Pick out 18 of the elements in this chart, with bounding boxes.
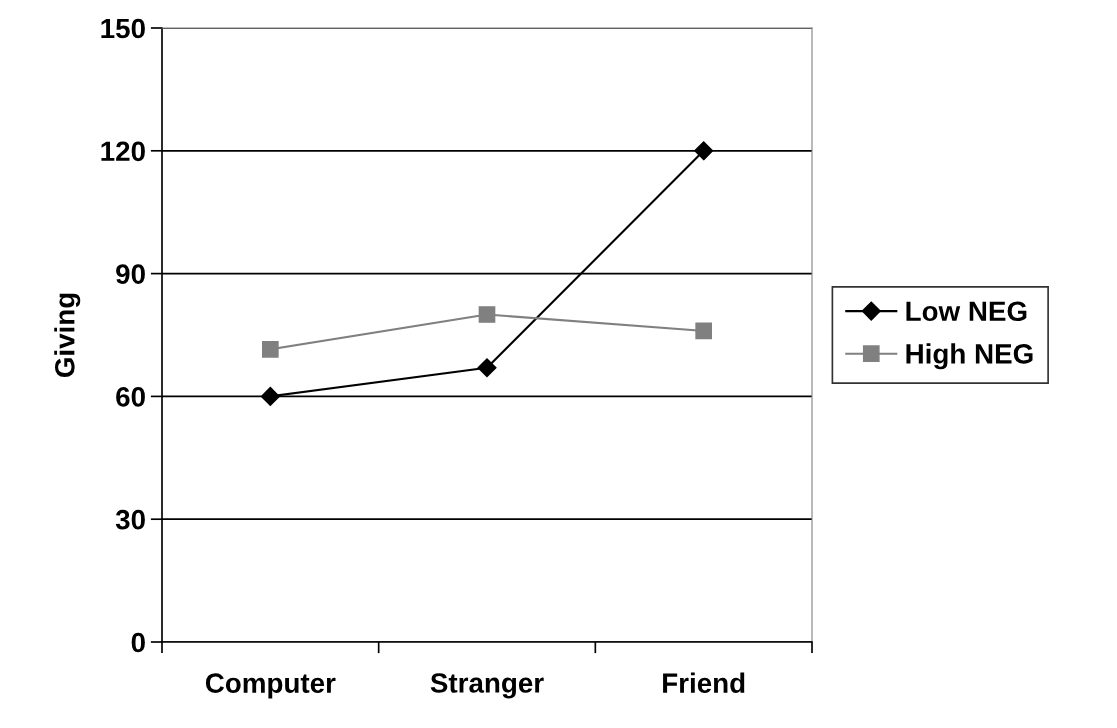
x-tick-label: Computer: [205, 673, 336, 699]
point: [478, 306, 496, 323]
point: [261, 340, 279, 358]
point: [477, 358, 497, 378]
x-tick-label: Friend: [663, 672, 745, 693]
y-tick-label: 150: [101, 18, 145, 39]
y-tick-label: 60: [116, 387, 145, 407]
legend-label: High NEG: [906, 343, 1033, 370]
y-tick-label: 90: [116, 264, 145, 284]
point: [260, 386, 280, 406]
legend-label: Low NEG: [906, 301, 1027, 322]
point: [695, 322, 713, 340]
y-axis-title: Giving: [54, 293, 81, 378]
y-tick-label: 30: [115, 509, 145, 530]
x-tick-label: Stranger: [430, 673, 544, 699]
y-tick-label: 0: [131, 632, 145, 653]
y-tick-label: 120: [101, 141, 145, 162]
point: [694, 141, 714, 161]
